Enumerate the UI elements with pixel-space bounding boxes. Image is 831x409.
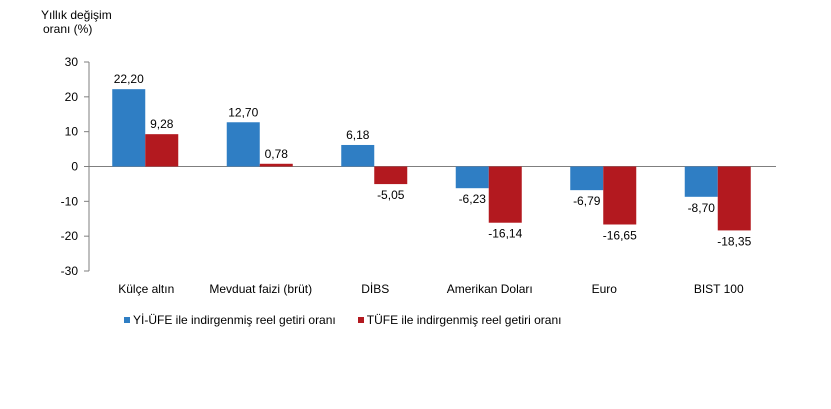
data-label-series-2: -16,14 xyxy=(488,227,522,241)
legend-item-series-2: TÜFE ile indirgenmiş reel getiri oranı xyxy=(357,313,562,327)
x-tick-label: DİBS xyxy=(361,282,389,296)
legend-label-series-1: Yİ-ÜFE ile indirgenmiş reel getiri oranı xyxy=(133,313,336,327)
y-tick-label: -20 xyxy=(61,229,79,243)
data-label-series-2: -16,65 xyxy=(603,228,637,242)
bar-series-2 xyxy=(374,166,408,185)
y-axis-title-line-2: oranı (%) xyxy=(43,22,93,36)
data-label-series-1: -6,23 xyxy=(459,192,487,206)
legend: Yİ-ÜFE ile indirgenmiş reel getiri oranı… xyxy=(124,313,584,327)
data-label-series-1: 22,20 xyxy=(114,72,144,86)
data-label-series-2: -5,05 xyxy=(377,188,405,202)
legend-swatch-series-1 xyxy=(124,317,130,323)
data-label-series-1: -8,70 xyxy=(688,201,716,215)
y-axis-title-line-1: Yıllık değişim xyxy=(41,8,112,22)
x-tick-label: Külçe altın xyxy=(118,282,174,296)
bar-series-1 xyxy=(112,89,146,167)
y-axis-title: Yıllık değişim oranı (%) xyxy=(41,8,112,36)
bar-series-2 xyxy=(603,166,637,225)
bar-series-1 xyxy=(226,122,260,167)
data-label-series-1: 6,18 xyxy=(346,128,370,142)
x-tick-label: Mevduat faizi (brüt) xyxy=(209,282,312,296)
bar-series-2 xyxy=(717,166,751,231)
y-tick-label: -30 xyxy=(61,264,79,278)
y-tick-label: 30 xyxy=(65,55,79,69)
data-label-series-2: -18,35 xyxy=(717,234,751,248)
legend-swatch-series-2 xyxy=(357,317,364,323)
y-tick-label: 20 xyxy=(65,90,79,104)
x-tick-label: BIST 100 xyxy=(694,282,744,296)
bar-series-1 xyxy=(570,166,604,191)
bar-series-1 xyxy=(341,144,375,167)
bar-series-1 xyxy=(684,166,718,197)
y-tick-label: 10 xyxy=(65,125,79,139)
y-tick-label: -10 xyxy=(61,194,79,208)
bar-series-2 xyxy=(488,166,522,223)
legend-item-series-1: Yİ-ÜFE ile indirgenmiş reel getiri oranı xyxy=(124,313,336,327)
data-label-series-1: -6,79 xyxy=(573,194,601,208)
legend-label-series-2: TÜFE ile indirgenmiş reel getiri oranı xyxy=(366,313,562,327)
data-label-series-2: 0,78 xyxy=(265,147,289,161)
bar-series-2 xyxy=(259,163,293,167)
x-tick-label: Amerikan Doları xyxy=(447,282,533,296)
bar-series-2 xyxy=(145,134,179,167)
bar-series-1 xyxy=(455,166,489,189)
data-label-series-2: 9,28 xyxy=(150,117,174,131)
x-tick-label: Euro xyxy=(592,282,618,296)
y-tick-label: 0 xyxy=(71,160,78,174)
data-label-series-1: 12,70 xyxy=(228,105,258,119)
